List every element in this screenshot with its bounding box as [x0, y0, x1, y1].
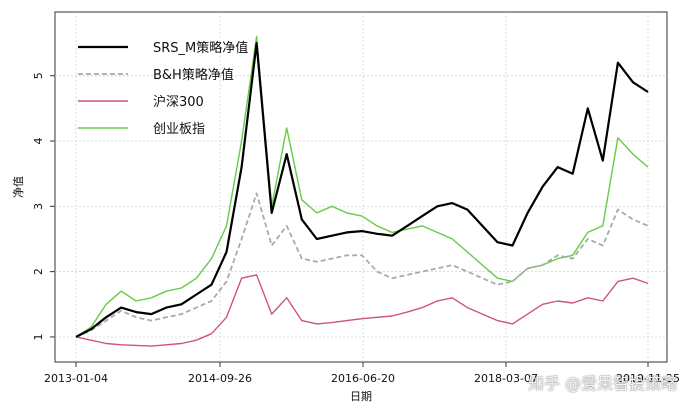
y-tick-label: 4	[32, 138, 45, 145]
grid	[55, 12, 667, 362]
y-tick-label: 5	[32, 72, 45, 79]
legend-label-2: 沪深300	[153, 94, 204, 110]
plot-frame	[54, 11, 668, 363]
x-tick-label: 2018-03-07	[474, 372, 538, 385]
watermark: 知乎 @爱呆智投策略	[528, 374, 678, 393]
series-lines	[75, 35, 649, 347]
y-tick-label: 3	[32, 203, 45, 210]
axes: 1 2 3 4 5 2013-01-04 2014-09-26 2016-06-20 2018-…	[32, 72, 680, 385]
x-axis-title: 日期	[350, 390, 372, 403]
y-tick-label: 2	[32, 268, 45, 275]
x-tick-label: 2016-06-20	[331, 372, 395, 385]
series-line-2	[75, 274, 649, 347]
x-tick-label: 2014-09-26	[188, 372, 252, 385]
legend-label-1: B&H策略净值	[153, 67, 234, 83]
legend-label-0: SRS_M策略净值	[153, 40, 248, 56]
series-line-3	[75, 35, 649, 338]
x-tick-label: 2019-11-25	[616, 372, 680, 385]
series-line-1	[75, 192, 649, 338]
y-tick-label: 1	[32, 333, 45, 340]
y-axis-title: 净值	[11, 176, 25, 198]
x-tick-label: 2013-01-04	[44, 372, 108, 385]
series-line-0	[75, 41, 649, 338]
legend-label-3: 创业板指	[153, 122, 205, 137]
